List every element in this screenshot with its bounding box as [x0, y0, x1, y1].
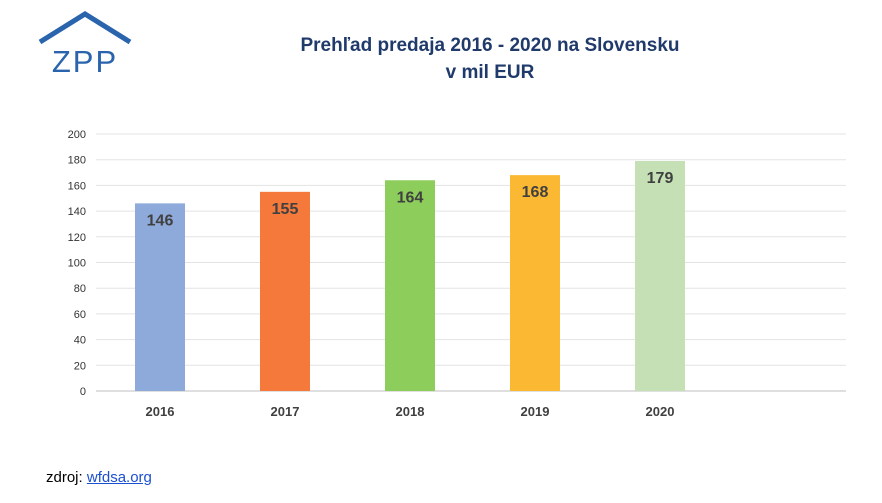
bar-chart: 0 20 40 60 80 100 120 140 160 180 200 146 2016 155 201… [68, 129, 846, 419]
y-tick-label: 60 [74, 309, 86, 321]
logo-text: ZPP [52, 44, 118, 76]
source-link[interactable]: wfdsa.org [86, 469, 152, 486]
y-tick-label: 200 [68, 129, 86, 141]
x-tick-label: 2017 [271, 404, 300, 419]
bar [510, 175, 560, 391]
data-label: 164 [397, 189, 424, 206]
y-tick-label: 40 [74, 335, 86, 347]
bar [635, 160, 685, 391]
data-label: 168 [522, 184, 549, 201]
y-tick-label: 140 [68, 206, 86, 218]
data-label: 155 [272, 201, 299, 218]
y-tick-label: 0 [80, 386, 86, 398]
bar [135, 203, 185, 391]
x-tick-label: 2016 [146, 404, 175, 419]
x-tick-label: 2020 [646, 404, 675, 419]
source-label: zdroj: [46, 469, 83, 486]
title-line-1: Prehľad predaja 2016 - 2020 na Slovensku [300, 35, 680, 56]
y-tick-label: 120 [68, 232, 86, 244]
x-tick-label: 2018 [396, 404, 425, 419]
bar [260, 191, 310, 391]
y-tick-label: 20 [74, 360, 86, 372]
y-tick-label: 80 [74, 283, 86, 295]
y-tick-label: 100 [68, 258, 86, 270]
bar [385, 180, 435, 391]
chart-title: Prehľad predaja 2016 - 2020 na Slovensku… [240, 32, 740, 86]
y-tick-label: 180 [68, 155, 86, 167]
title-line-2: v mil EUR [445, 62, 535, 83]
logo-roof-icon [38, 11, 132, 45]
zpp-logo: ZPP [38, 11, 132, 76]
data-label: 146 [147, 212, 174, 229]
source-note: zdroj: wfdsa.org [46, 469, 152, 486]
y-tick-label: 160 [68, 180, 86, 192]
x-tick-label: 2019 [521, 404, 550, 419]
data-label: 179 [647, 170, 674, 187]
